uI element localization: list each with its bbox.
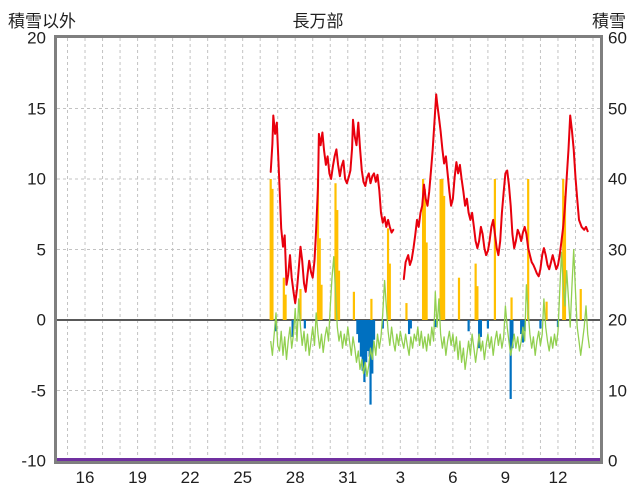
precipitation-bar [371,320,374,374]
precipitation-bar [361,320,364,371]
sunshine-bar [405,303,408,320]
sunshine-bar [299,288,302,320]
sunshine-bar [336,210,339,320]
precipitation-bar [511,320,514,349]
right-axis-tick-label: 50 [608,99,627,118]
x-axis-tick-label: 9 [500,468,511,487]
precipitation-bar [369,320,372,405]
precipitation-bar [291,320,294,337]
left-axis-tick-label: 10 [27,169,46,189]
x-axis-tick-label: 19 [128,468,148,487]
precipitation-bar [434,320,437,328]
precipitation-bar [409,320,412,329]
left-axis-tick-label: 20 [27,28,46,48]
sunshine-bar [388,263,391,320]
precipitation-bar [365,320,368,363]
precipitation-bar [356,320,359,335]
left-axis-tick-label: -5 [30,381,46,400]
plot-area [54,35,603,464]
precipitation-bar [486,320,489,329]
right-axis-tick-label: 30 [608,240,627,259]
precipitation-bar [372,320,376,340]
sunshine-bar [334,183,337,320]
chart-title: 長万部 [292,12,344,31]
sunshine-bar [269,179,272,320]
sunshine-bar [320,284,323,320]
sunshine-bar [476,286,479,320]
green-series-line [270,248,591,378]
left-axis-tick-label: 5 [36,240,46,259]
x-axis-tick-label: 22 [180,468,200,487]
sunshine-bar [370,298,373,320]
sunshine-bar [545,301,548,320]
precipitation-bar [359,320,363,357]
temperature-line [402,93,589,281]
sunshine-bar [493,179,497,320]
sunshine-bar [421,179,425,320]
precipitation-bar [407,320,411,335]
precipitation-bar [303,320,306,329]
precipitation-bar [366,320,370,352]
sunshine-bar [510,297,513,320]
sunshine-bar [284,294,287,320]
sunshine-bar [579,288,582,320]
precipitation-bar [274,320,278,332]
right-axis-title: 積雪 [592,12,626,31]
sunshine-bar [316,179,320,320]
x-axis-tick-label: 6 [448,468,458,487]
x-axis-tick-label: 25 [233,468,253,487]
sunshine-bar [474,263,477,320]
precipitation-bar [509,320,512,399]
x-axis-tick-label: 12 [548,468,568,487]
right-axis-tick-label: 20 [608,310,627,330]
sunshine-bar [318,238,321,320]
right-axis-tick-label: 10 [608,381,627,400]
right-axis-tick-label: 0 [608,451,618,471]
left-axis-tick-label: -10 [21,451,46,471]
left-axis-tick-label: 15 [27,99,46,118]
sunshine-bar [271,188,274,320]
sunshine-bar [352,291,355,320]
sunshine-bar [457,277,461,320]
x-axis-tick-label: 31 [338,468,358,487]
temperature-line [269,114,395,305]
sunshine-bar [562,179,565,320]
precipitation-bar [363,320,366,383]
sunshine-bar [441,179,444,320]
sunshine-bar [282,277,285,320]
sunshine-bar [443,195,446,320]
sunshine-bar [386,228,390,320]
left-axis-tick-label: 0 [36,310,46,330]
chart-canvas [57,38,600,461]
precipitation-bar [479,320,482,337]
sunshine-bar [337,270,341,320]
precipitation-bar [381,320,384,329]
x-axis-tick-label: 16 [75,468,95,487]
left-axis-title: 積雪以外 [8,12,76,31]
precipitation-bar [520,320,523,335]
sunshine-bar [423,188,426,320]
right-axis-tick-label: 40 [608,169,627,189]
sunshine-bar [425,242,428,320]
precipitation-bar [539,320,542,329]
x-axis-tick-label: 28 [285,468,305,487]
sunshine-bar [563,195,567,320]
right-axis-tick-label: 60 [608,28,627,48]
precipitation-bar [467,320,470,332]
precipitation-bar [358,320,361,343]
sunshine-bar [439,179,442,320]
x-axis-tick-label: 3 [395,468,406,487]
